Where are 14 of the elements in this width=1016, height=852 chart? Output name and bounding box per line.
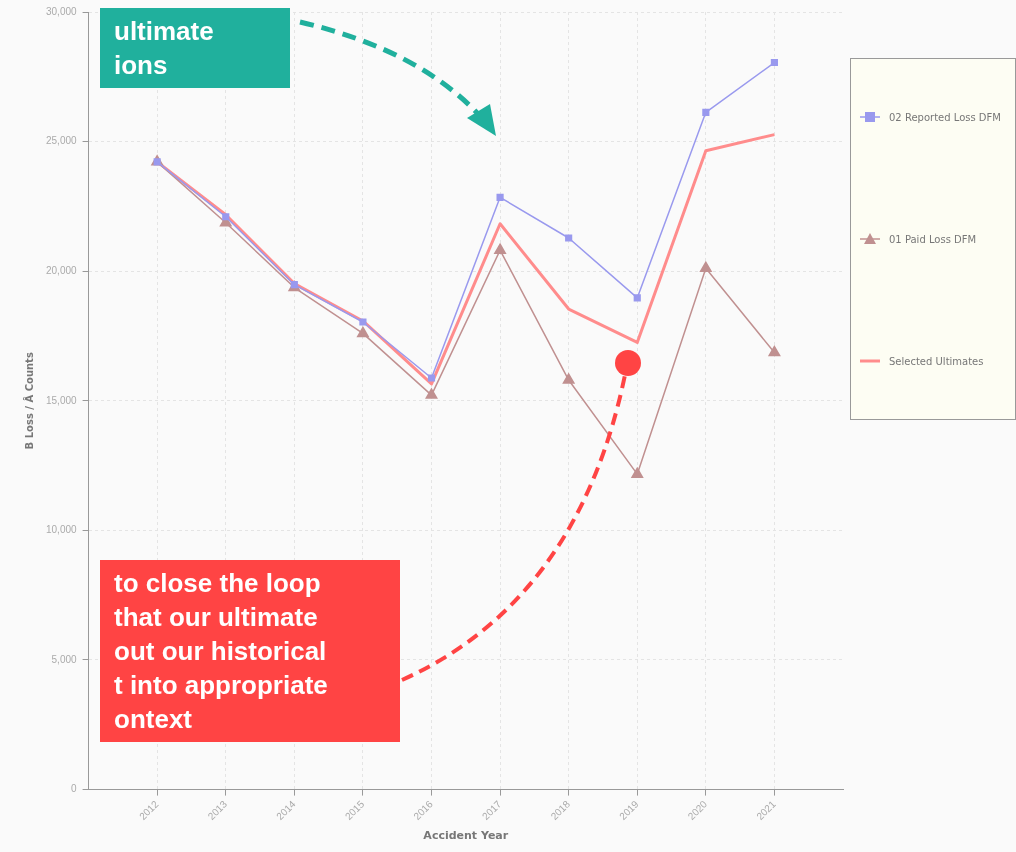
legend-label: 02 Reported Loss DFM [889,111,1001,123]
x-axis-title: Accident Year [423,829,509,843]
y-tick-label: 10,000 [45,524,78,536]
y-tick-label: 25,000 [45,135,78,147]
legend-label: Selected Ultimates [889,355,984,367]
y-tick-label: 0 [71,783,78,795]
y-tick-label: 30,000 [45,5,78,17]
y-axis-title: B Loss / Â Counts [22,352,35,450]
text-callout: ultimate ions [100,8,290,88]
legend-label: 01 Paid Loss DFM [889,233,977,245]
y-tick-label: 15,000 [45,394,78,406]
y-tick-label: 20,000 [45,264,78,276]
text-callout: to close the loop that our ultimate out our historical t into appropriate ontext [100,560,400,742]
y-tick-label: 5,000 [51,653,78,665]
